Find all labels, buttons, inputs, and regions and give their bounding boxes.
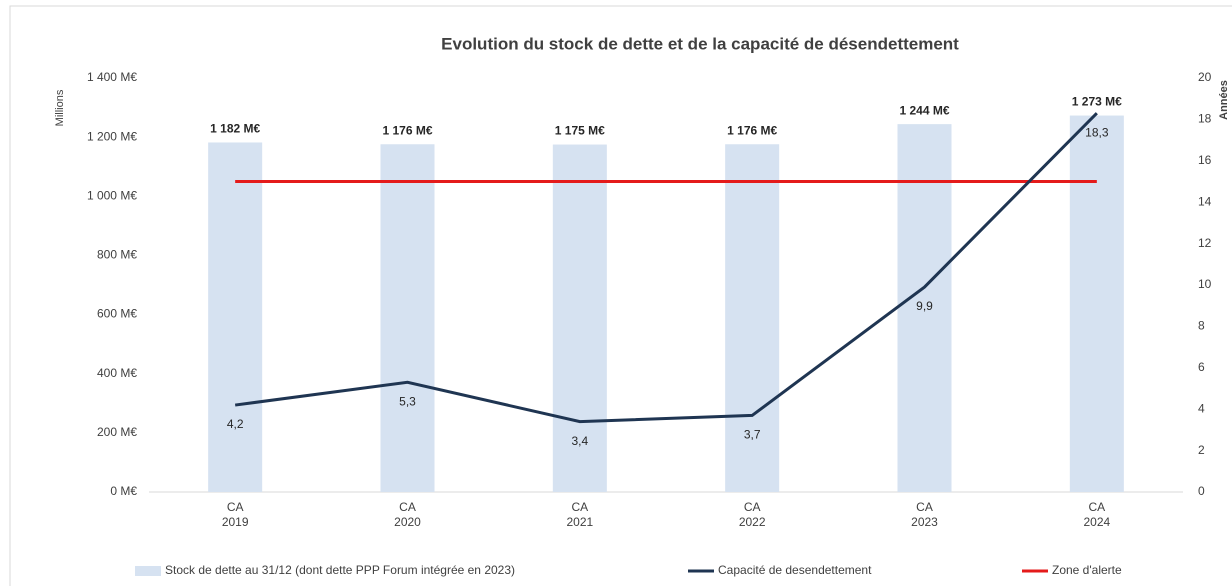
data-label: 3,7 bbox=[744, 428, 761, 442]
y-tick-label: 1 000 M€ bbox=[87, 188, 137, 202]
y2-tick-label: 12 bbox=[1198, 236, 1212, 250]
y-tick-label: 800 M€ bbox=[97, 248, 137, 262]
x-tick-label: CA 2020 bbox=[394, 500, 421, 529]
chart-title: Evolution du stock de dette et de la cap… bbox=[441, 34, 959, 53]
bar bbox=[1069, 115, 1124, 492]
legend-label: Zone d'alerte bbox=[1052, 563, 1122, 577]
data-label: 1 176 M€ bbox=[382, 123, 432, 137]
x-tick-label-line: CA bbox=[399, 500, 416, 514]
data-label: 1 273 M€ bbox=[1072, 95, 1122, 109]
x-tick-label-line: CA bbox=[571, 500, 588, 514]
y2-tick-label: 2 bbox=[1198, 443, 1205, 457]
y2-tick-label: 0 bbox=[1198, 484, 1205, 498]
data-label: 3,4 bbox=[571, 434, 588, 448]
x-tick-label: CA 2024 bbox=[1083, 500, 1110, 529]
data-label: 4,2 bbox=[227, 417, 244, 431]
y-tick-label: 1 400 M€ bbox=[87, 70, 137, 84]
y2-tick-label: 4 bbox=[1198, 401, 1205, 415]
legend-swatch bbox=[135, 566, 161, 576]
bar bbox=[208, 142, 263, 493]
x-tick-label: CA 2022 bbox=[739, 500, 766, 529]
x-tick-label-line: 2024 bbox=[1083, 515, 1110, 529]
bar bbox=[380, 144, 435, 493]
x-tick-label-line: 2020 bbox=[394, 515, 421, 529]
bar bbox=[725, 144, 780, 493]
data-label: 9,9 bbox=[916, 299, 933, 313]
y2-tick-label: 16 bbox=[1198, 153, 1212, 167]
data-label: 1 176 M€ bbox=[727, 123, 777, 137]
data-label: 1 182 M€ bbox=[210, 122, 260, 136]
x-tick-label-line: 2021 bbox=[566, 515, 593, 529]
y2-tick-label: 14 bbox=[1198, 194, 1212, 208]
y2-tick-label: 6 bbox=[1198, 360, 1205, 374]
bar bbox=[552, 144, 607, 493]
x-tick-label: CA 2019 bbox=[222, 500, 249, 529]
x-tick-label-line: CA bbox=[916, 500, 933, 514]
x-tick-label-line: 2023 bbox=[911, 515, 938, 529]
y2-axis-label: Années bbox=[1218, 80, 1230, 120]
x-tick-label-line: 2022 bbox=[739, 515, 766, 529]
data-label: 1 175 M€ bbox=[555, 124, 605, 138]
x-tick-label-line: CA bbox=[744, 500, 761, 514]
data-label: 1 244 M€ bbox=[899, 103, 949, 117]
y-tick-label: 1 200 M€ bbox=[87, 129, 137, 143]
data-label: 18,3 bbox=[1085, 125, 1109, 139]
line bbox=[234, 112, 1098, 424]
y-tick-label: 600 M€ bbox=[97, 307, 137, 321]
y-tick-label: 0 M€ bbox=[110, 484, 137, 498]
x-tick-label-line: CA bbox=[1088, 500, 1105, 514]
y-tick-label: 200 M€ bbox=[97, 425, 137, 439]
y2-tick-label: 8 bbox=[1198, 319, 1205, 333]
chart-border bbox=[9, 5, 1232, 586]
y-tick-label: 400 M€ bbox=[97, 366, 137, 380]
x-tick-label-line: 2019 bbox=[222, 515, 249, 529]
y2-tick-label: 20 bbox=[1198, 70, 1212, 84]
bar bbox=[897, 124, 952, 492]
legend-label: Capacité de desendettement bbox=[718, 563, 872, 577]
y2-tick-label: 10 bbox=[1198, 277, 1212, 291]
x-tick-label: CA 2023 bbox=[911, 500, 938, 529]
y2-tick-label: 18 bbox=[1198, 112, 1212, 126]
y-axis-label: Millions bbox=[54, 89, 66, 126]
legend-label: Stock de dette au 31/12 (dont dette PPP … bbox=[165, 563, 515, 577]
x-tick-label: CA 2021 bbox=[566, 500, 593, 529]
data-label: 5,3 bbox=[399, 394, 416, 408]
x-tick-label-line: CA bbox=[227, 500, 244, 514]
